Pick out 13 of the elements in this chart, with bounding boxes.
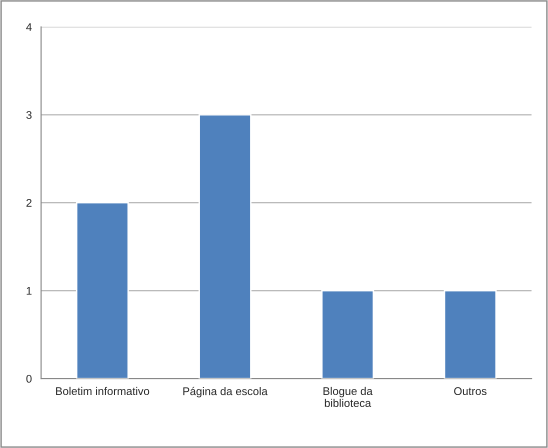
x-tick-label: Blogue da biblioteca [324, 386, 373, 408]
bar [444, 290, 497, 379]
y-tick-label: 4 [26, 23, 32, 31]
bar [198, 114, 252, 379]
bar [321, 290, 374, 379]
y-tick-label: 2 [26, 198, 32, 207]
y-tick-label: 3 [26, 111, 32, 119]
x-tick-label: Página da escola [183, 386, 268, 398]
y-tick-label: 1 [26, 287, 32, 295]
x-tick-label: Boletim informativo [56, 386, 150, 396]
y-tick-label: 0 [26, 374, 32, 383]
bar [76, 202, 129, 379]
x-tick-label: Outros [454, 387, 487, 396]
